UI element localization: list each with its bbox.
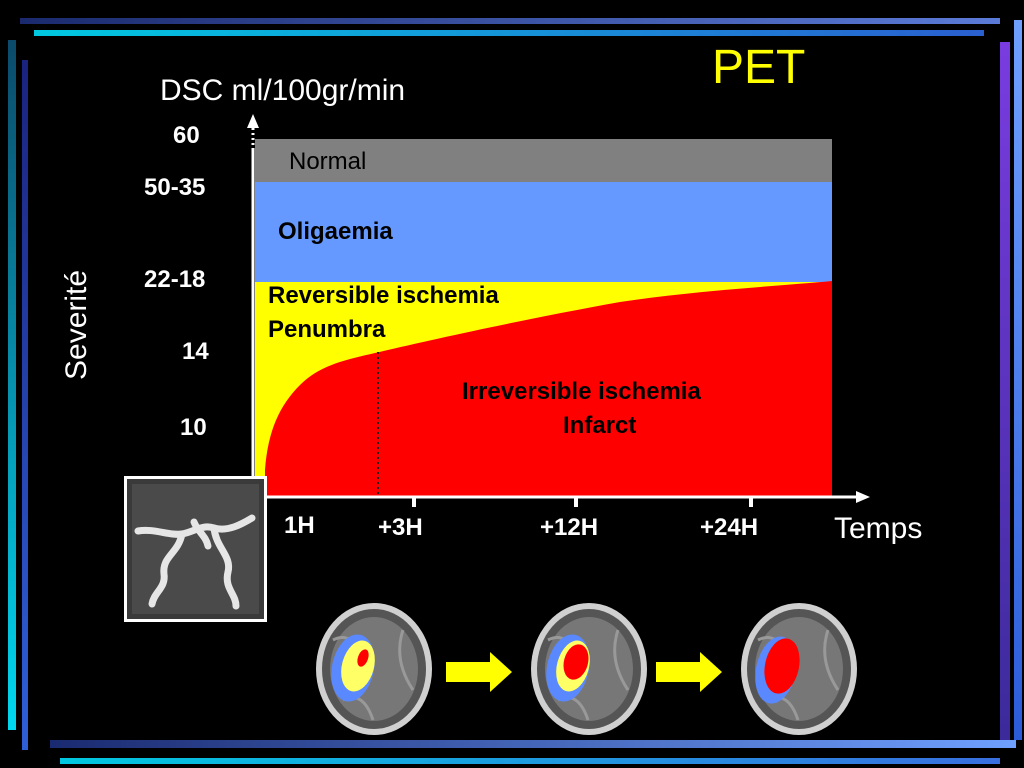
slide-title: PET bbox=[712, 41, 806, 94]
irreversible-zone-label: Irreversible ischemia bbox=[462, 378, 701, 405]
brain-scan-24h bbox=[741, 603, 857, 735]
oligaemia-zone bbox=[255, 182, 832, 282]
penumbra-zone-label: Penumbra bbox=[268, 316, 386, 343]
frame-stripe-left-2 bbox=[22, 60, 28, 750]
frame-stripe-bottom-2 bbox=[60, 758, 1000, 764]
brain-scan-12h bbox=[531, 603, 647, 735]
x-tick-mark bbox=[412, 497, 416, 507]
reversible-zone-label: Reversible ischemia bbox=[268, 282, 499, 309]
oligaemia-zone-label: Oligaemia bbox=[278, 218, 393, 245]
normal-zone-label: Normal bbox=[289, 148, 367, 175]
normal-zone bbox=[255, 139, 832, 182]
y-tick-label: 10 bbox=[180, 414, 207, 441]
x-tick-mark bbox=[749, 497, 753, 507]
y-tick-label: 22-18 bbox=[144, 266, 206, 293]
infarct-region bbox=[563, 644, 589, 680]
brain-scan-3h bbox=[316, 603, 432, 735]
y-tick-label: 14 bbox=[182, 338, 209, 365]
x-axis-arrowhead bbox=[856, 491, 870, 503]
infarct-zone-label: Infarct bbox=[563, 412, 637, 439]
transition-arrow bbox=[446, 652, 512, 692]
x-tick-label: +24H bbox=[700, 514, 759, 541]
x-tick-label: +12H bbox=[540, 514, 599, 541]
infarct-zone bbox=[265, 281, 832, 497]
infarct-region bbox=[357, 649, 369, 667]
y-axis-title: DSC ml/100gr/min bbox=[160, 74, 406, 107]
y-axis-arrowhead bbox=[247, 114, 259, 128]
x-tick-label: 1H bbox=[284, 512, 315, 539]
x-axis-title: Temps bbox=[834, 512, 923, 545]
frame-stripe-top bbox=[20, 18, 1000, 24]
transition-arrow bbox=[656, 652, 722, 692]
x-tick-mark bbox=[574, 497, 578, 507]
frame-stripe-bottom bbox=[50, 740, 1016, 748]
angiogram-thumbnail bbox=[124, 476, 267, 622]
infarct-region bbox=[764, 638, 800, 694]
frame-stripe-right-2 bbox=[1014, 20, 1022, 740]
y-tick-label: 60 bbox=[173, 122, 200, 149]
frame-stripe-top-2 bbox=[34, 30, 984, 36]
frame-stripe-right bbox=[1000, 42, 1010, 742]
frame-stripe-left bbox=[8, 40, 16, 730]
y-tick-label: 50-35 bbox=[144, 174, 206, 201]
x-tick-label: +3H bbox=[378, 514, 423, 541]
